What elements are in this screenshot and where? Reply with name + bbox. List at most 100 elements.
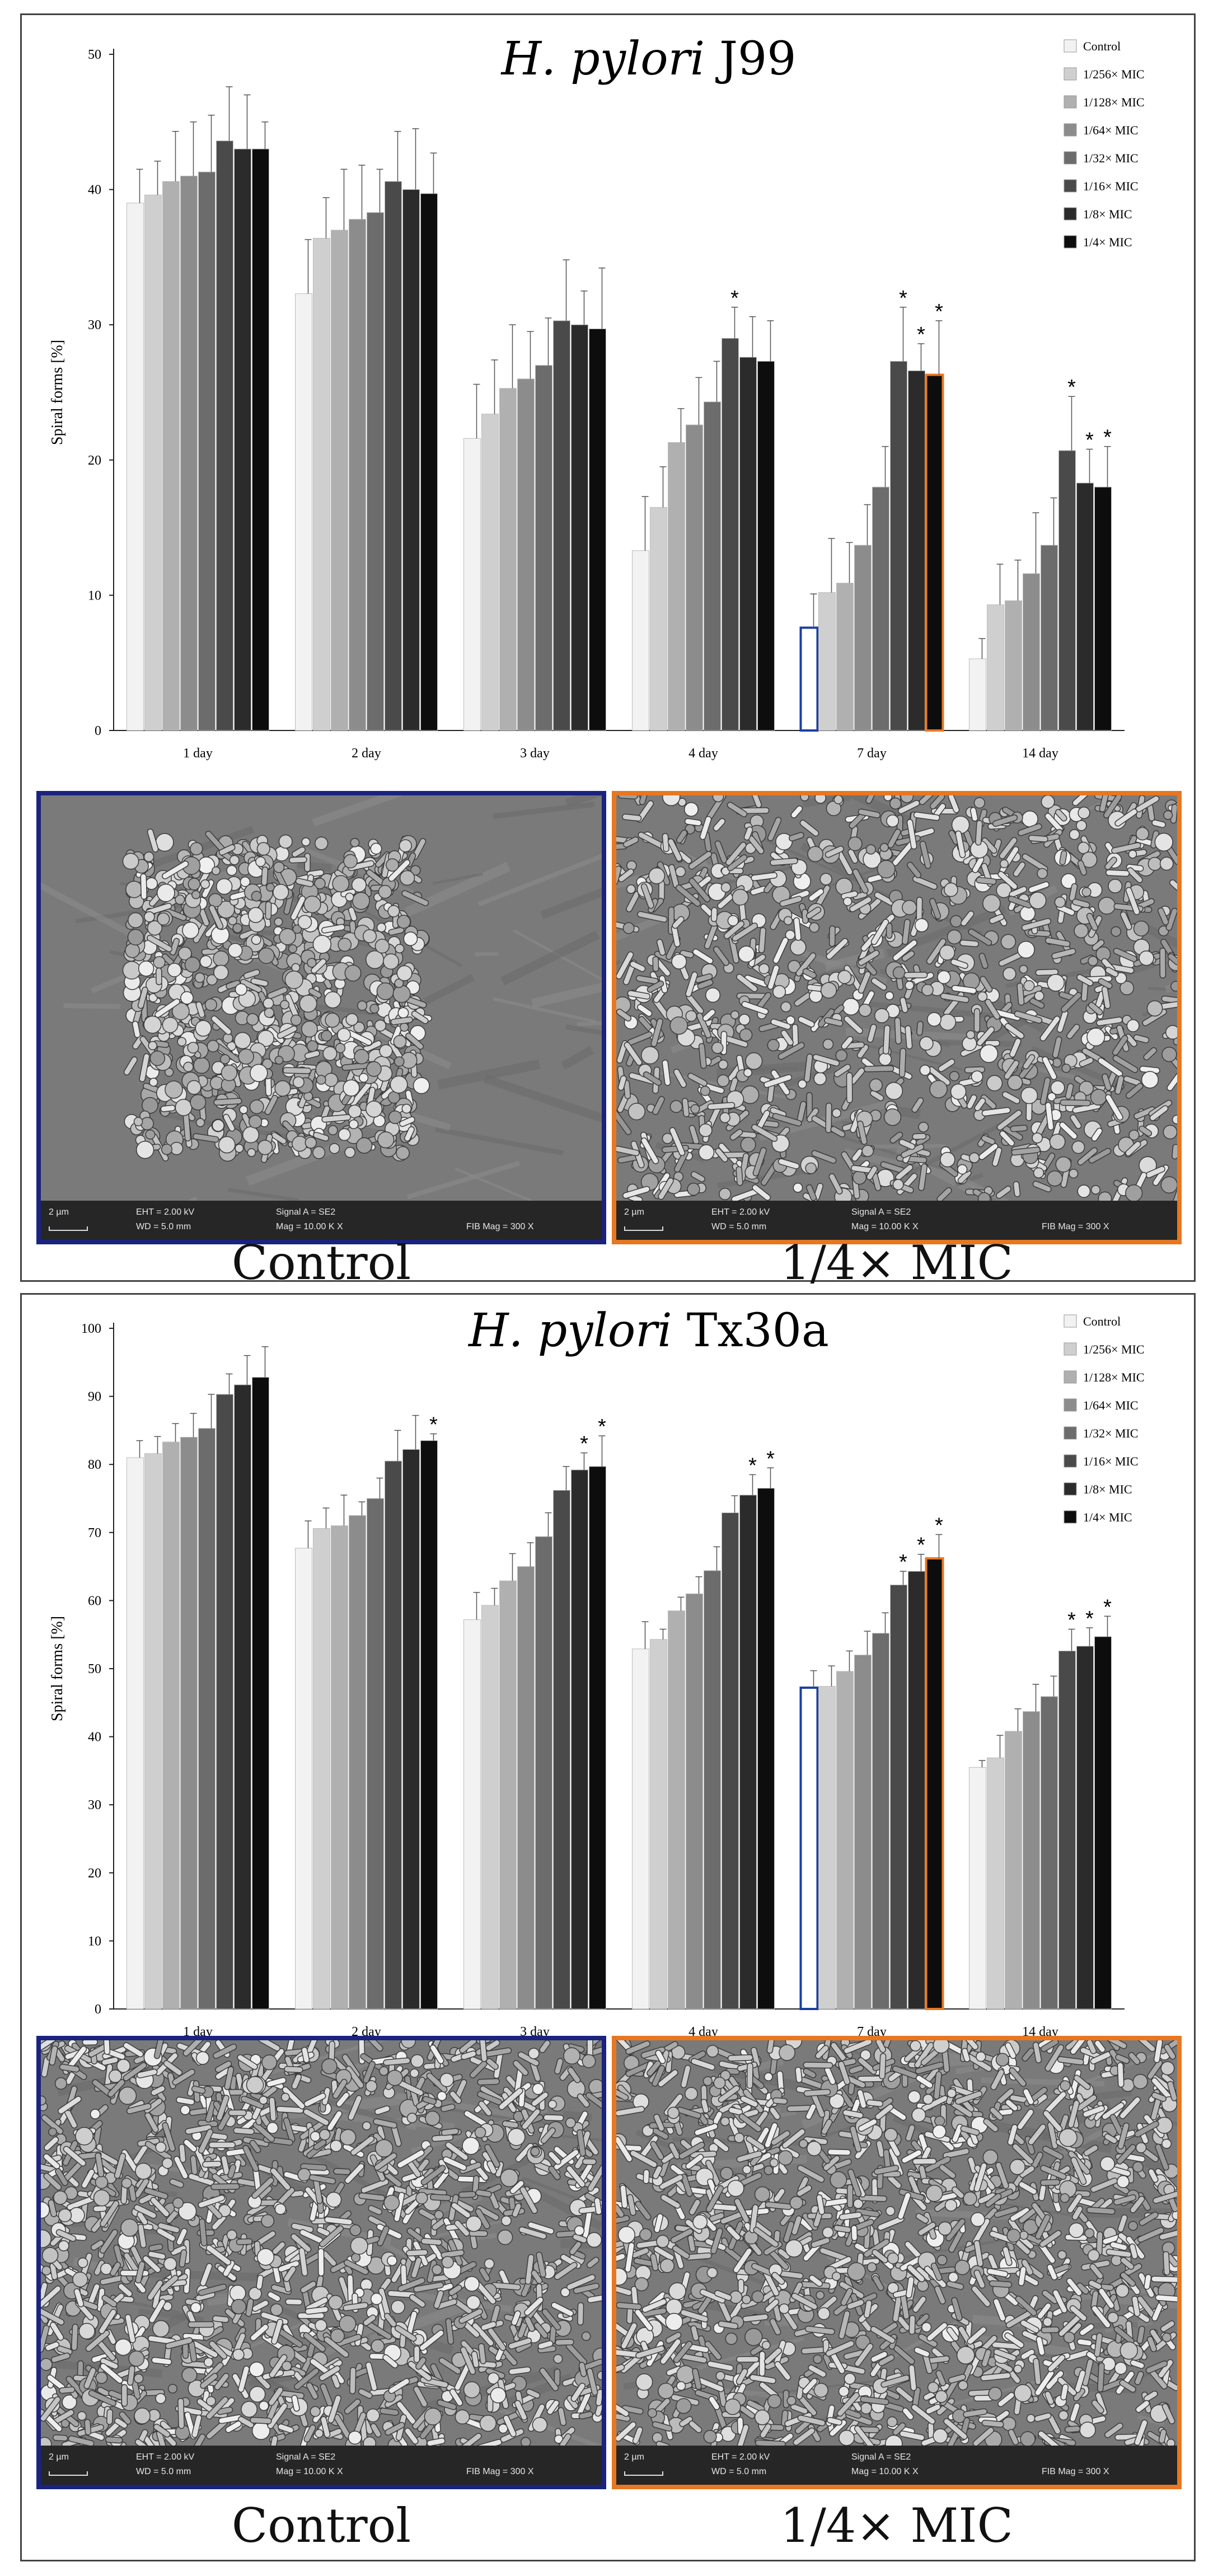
sem-coccoid xyxy=(213,964,229,980)
sem-rod xyxy=(1045,2370,1064,2390)
sem-coccoid xyxy=(299,995,317,1013)
sem-rod xyxy=(996,1109,1022,1131)
sem-coccoid xyxy=(1077,1184,1091,1198)
sem-rod xyxy=(770,858,798,866)
sem-coccoid xyxy=(93,2189,110,2207)
sem-rod xyxy=(144,2187,168,2200)
sem-rod xyxy=(934,2285,946,2305)
sem-coccoid xyxy=(786,2396,797,2406)
sem-rod xyxy=(536,2251,546,2278)
sem-rod xyxy=(1065,1083,1074,1100)
sem-coccoid xyxy=(363,2436,377,2446)
sem-coccoid xyxy=(977,1192,991,1201)
sem-rod xyxy=(585,2092,602,2113)
sem-coccoid xyxy=(332,875,350,893)
sem-rod xyxy=(1011,1146,1041,1156)
sem-rod xyxy=(1035,968,1059,976)
sem-rod xyxy=(1076,974,1094,986)
bar xyxy=(499,1580,517,2010)
sem-rod xyxy=(752,1184,771,1201)
sem-streak xyxy=(483,1074,602,1124)
sem-rod xyxy=(48,2199,57,2218)
sem-streak xyxy=(312,795,426,827)
sem-coccoid xyxy=(392,985,411,1003)
sem-rod xyxy=(358,2388,373,2399)
sem-coccoid xyxy=(274,2203,287,2215)
sem-coccoid xyxy=(259,2096,268,2105)
sem-rod xyxy=(383,2057,411,2066)
sem-coccoid xyxy=(310,2406,321,2417)
sem-coccoid xyxy=(172,1002,190,1020)
bar xyxy=(668,442,685,731)
sem-coccoid xyxy=(816,2291,825,2300)
sem-rod xyxy=(936,1187,952,1201)
sem-coccoid xyxy=(127,929,144,946)
bar xyxy=(818,592,836,731)
bar xyxy=(180,1437,198,2010)
sem-rod xyxy=(252,2121,275,2143)
sem-coccoid xyxy=(1002,967,1016,981)
bar xyxy=(463,1619,481,2010)
sem-coccoid xyxy=(892,1179,904,1191)
bar xyxy=(589,328,606,731)
sem-rod xyxy=(100,2200,120,2227)
sem-rod xyxy=(790,2404,808,2415)
sem-rod xyxy=(1103,795,1122,819)
sem-rod xyxy=(311,958,327,974)
sem-rod xyxy=(622,836,639,848)
sem-coccoid xyxy=(1090,1089,1107,1106)
sem-rod xyxy=(427,2437,446,2446)
sem-rod xyxy=(1013,1181,1021,1197)
sem-coccoid xyxy=(401,2040,416,2049)
sem-rod xyxy=(865,795,877,804)
bar xyxy=(553,320,570,731)
sem-coccoid xyxy=(944,882,958,897)
sem-coccoid xyxy=(790,939,807,956)
sem-coccoid xyxy=(648,867,666,884)
sem-rod xyxy=(1112,1055,1139,1074)
sem-rod xyxy=(992,814,1018,827)
sem-coccoid xyxy=(383,953,400,970)
sem-streak xyxy=(423,974,475,1005)
sem-rod xyxy=(179,2249,188,2268)
sem-coccoid xyxy=(861,1145,874,1158)
sem-rod xyxy=(267,2291,281,2302)
sem-rod xyxy=(960,910,975,926)
signal-label: Signal A = SE2 xyxy=(276,1207,336,1217)
sem-rod xyxy=(539,2040,551,2053)
sem-rod xyxy=(249,2139,261,2153)
sem-coccoid xyxy=(249,2362,265,2377)
sem-coccoid xyxy=(441,2256,454,2269)
sem-coccoid xyxy=(1165,1025,1177,1040)
sem-rod xyxy=(895,1164,913,1181)
sem-coccoid xyxy=(1111,2255,1122,2266)
fib-label: FIB Mag = 300 X xyxy=(466,2467,534,2476)
sem-rod xyxy=(978,1143,999,1160)
significance-marker: * xyxy=(917,323,925,346)
sem-coccoid xyxy=(1023,980,1035,992)
sem-rod xyxy=(710,907,718,922)
sem-coccoid xyxy=(266,2122,279,2134)
sem-rod xyxy=(376,2223,402,2240)
sem-rod xyxy=(656,939,666,956)
bar xyxy=(1076,1646,1094,2010)
sem-coccoid xyxy=(128,2350,145,2367)
sem-rod xyxy=(176,2096,195,2105)
sem-rod xyxy=(88,2390,117,2406)
sem-rod xyxy=(41,2396,61,2422)
sem-coccoid xyxy=(763,2165,774,2175)
sem-rod xyxy=(1125,1033,1137,1047)
sem-rod xyxy=(298,2247,308,2277)
sem-coccoid xyxy=(1133,920,1150,936)
sem-coccoid xyxy=(683,802,699,817)
sem-rod xyxy=(153,2040,165,2059)
sem-image-mic-j99: 2 µm EHT = 2.00 kV WD = 5.0 mm Signal A … xyxy=(612,791,1182,1244)
sem-coccoid xyxy=(256,2248,275,2266)
sem-rod xyxy=(127,2365,135,2386)
sem-rod xyxy=(1022,853,1048,873)
sem-coccoid xyxy=(284,970,303,989)
sem-rod xyxy=(99,2229,118,2254)
sem-coccoid xyxy=(345,892,354,902)
x-tick-label: 4 day xyxy=(688,746,718,761)
sem-rod xyxy=(617,1075,627,1091)
